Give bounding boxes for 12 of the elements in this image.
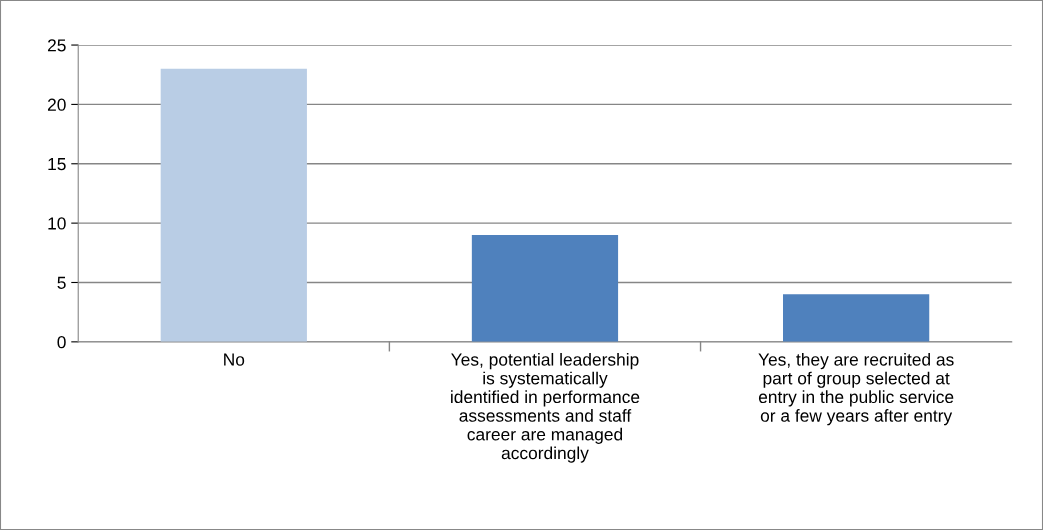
x-tick-label: Yes, potential leadership is systematically identified in performance assessments and staff career are managed accordingly [451,352,640,463]
bar [471,235,619,342]
y-tick-label: 20 [47,98,66,111]
y-tick-label: 25 [47,39,66,52]
y-tick-label: 10 [48,217,66,230]
bar [160,68,307,342]
y-tick-label: 0 [57,336,66,349]
y-tick-label: 5 [57,276,66,289]
x-tick-label: Yes, they are recruited as part of group selected at entry in the public service or a few years after entry [758,352,954,426]
x-tick-label: No [224,353,245,366]
bar [783,294,930,342]
y-tick-label: 15 [48,158,66,171]
